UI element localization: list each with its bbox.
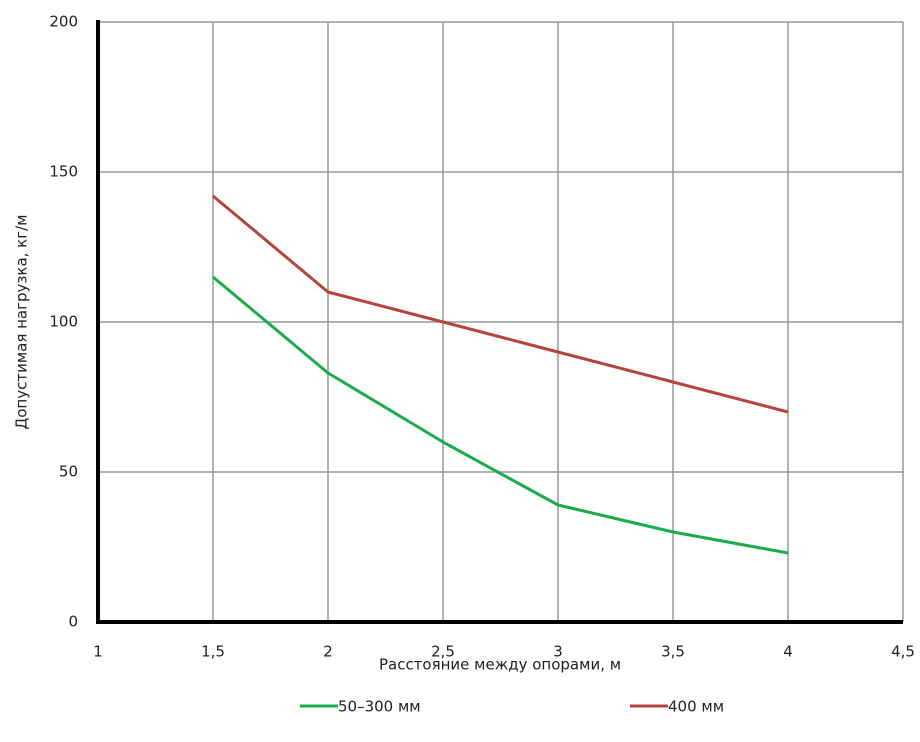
y-tick-label: 150 (49, 163, 78, 181)
x-tick-label: 2 (323, 643, 333, 661)
legend-label: 400 мм (668, 698, 724, 716)
y-axis-label: Допустимая нагрузка, кг/м (13, 215, 31, 430)
x-axis-label: Расстояние между опорами, м (379, 656, 621, 674)
x-tick-label: 1 (93, 643, 103, 661)
x-tick-label: 2,5 (431, 643, 455, 661)
y-tick-label: 200 (49, 13, 78, 31)
legend-label: 50–300 мм (338, 698, 421, 716)
data-line (212, 194, 789, 414)
x-tick-label: 1,5 (201, 643, 225, 661)
y-tick-label: 100 (49, 313, 78, 331)
x-tick-label: 4 (783, 643, 793, 661)
x-tick-label: 4,5 (891, 643, 915, 661)
y-tick-label: 0 (68, 613, 78, 631)
y-tick-label: 50 (59, 463, 78, 481)
x-tick-label: 3 (553, 643, 563, 661)
data-line (212, 275, 789, 555)
x-tick-label: 3,5 (661, 643, 685, 661)
